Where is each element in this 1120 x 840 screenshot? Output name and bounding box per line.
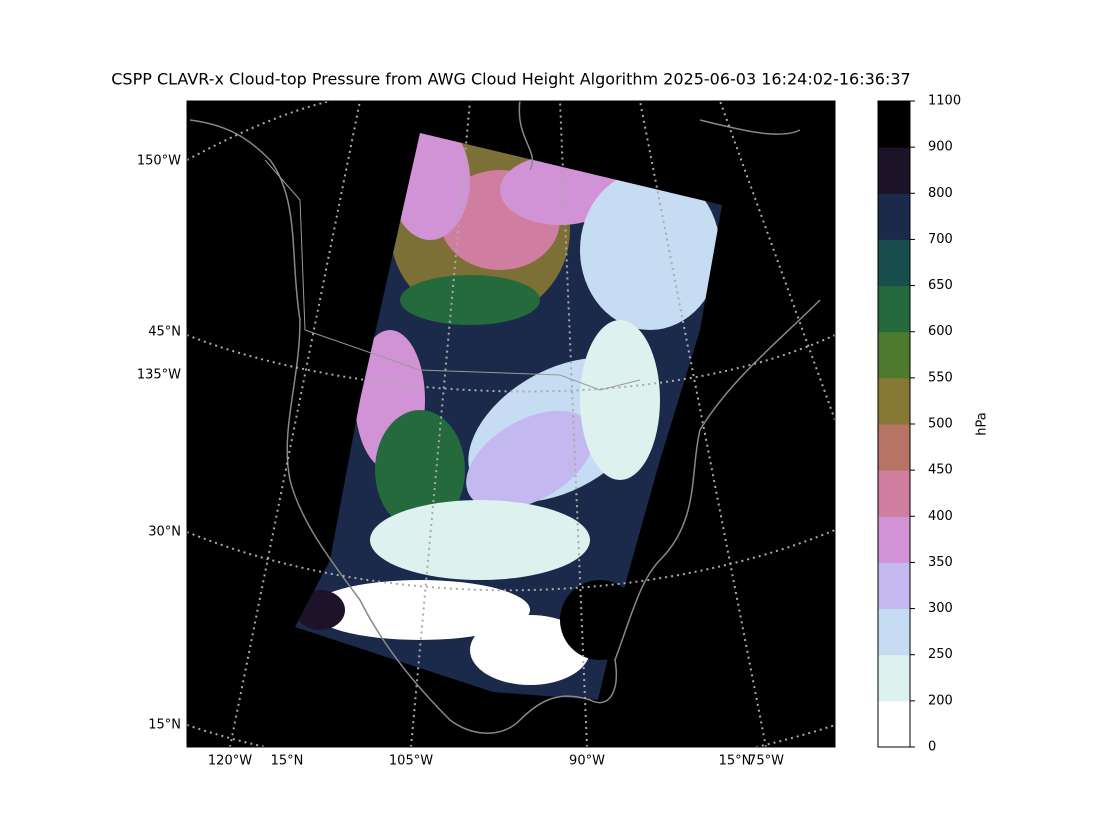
colorbar-tick-label: 700 (928, 232, 953, 247)
lat-lon-label: 135°W (137, 368, 181, 383)
colorbar-segment (878, 654, 910, 702)
lat-lon-label: 30°N (148, 525, 181, 540)
colorbar-segment (878, 285, 910, 333)
colorbar-label: hPa (975, 412, 990, 435)
colorbar-tick-label: 0 (928, 740, 936, 755)
coastlines (189, 101, 821, 734)
colorbar-segment (878, 331, 910, 379)
colorbar: 0 200 250 300 350 400 450 500 550 600 650 700 800 900… (877, 94, 990, 755)
colorbar-tick-label: 400 (928, 509, 953, 524)
lat-lon-label: 90°W (569, 754, 605, 769)
colorbar-segment (878, 101, 910, 148)
colorbar-segment (878, 608, 910, 656)
lat-lon-label: 150°W (137, 154, 181, 169)
lat-lon-label: 45°N (148, 325, 181, 340)
colorbar-tick-label: 650 (928, 278, 953, 293)
map-title: CSPP CLAVR-x Cloud-top Pressure from AWG… (111, 70, 910, 89)
colorbar-tick-label: 1100 (928, 94, 961, 109)
colorbar-segment (878, 377, 910, 425)
lat-lon-label: 15°N (271, 754, 304, 769)
colorbar-tick-label: 500 (928, 417, 953, 432)
colorbar-tick-label: 550 (928, 370, 953, 385)
map (187, 101, 835, 747)
colorbar-segment (878, 562, 910, 610)
colorbar-tick-label: 900 (928, 140, 953, 155)
colorbar-segment (878, 424, 910, 471)
colorbar-segment (878, 193, 910, 240)
colorbar-tick-label: 350 (928, 555, 953, 570)
colorbar-tick-label: 200 (928, 693, 953, 708)
colorbar-tick-label: 450 (928, 463, 953, 478)
lat-lon-label: 105°W (389, 754, 433, 769)
cloud-swath (295, 133, 722, 700)
lat-lon-label: 120°W (208, 754, 252, 769)
map-labels: 150°W 45°N 135°W 30°N 15°N 120°W 15°N 105°W 90°W… (137, 154, 784, 769)
colorbar-segment (878, 516, 910, 563)
colorbar-segment (878, 239, 910, 287)
colorbar-segment (878, 147, 910, 194)
colorbar-tick-label: 300 (928, 601, 953, 616)
lat-lon-label: 15°N (719, 754, 752, 769)
map-frame (186, 100, 836, 748)
graticule (187, 101, 835, 747)
colorbar-segment (878, 700, 910, 748)
colorbar-tick-label: 250 (928, 647, 953, 662)
colorbar-tick-label: 800 (928, 186, 953, 201)
borders (264, 159, 641, 391)
colorbar-segment (878, 470, 910, 517)
lat-lon-label: 15°N (148, 718, 181, 733)
lat-lon-label: 75°W (748, 754, 784, 769)
colorbar-tick-label: 600 (928, 324, 953, 339)
